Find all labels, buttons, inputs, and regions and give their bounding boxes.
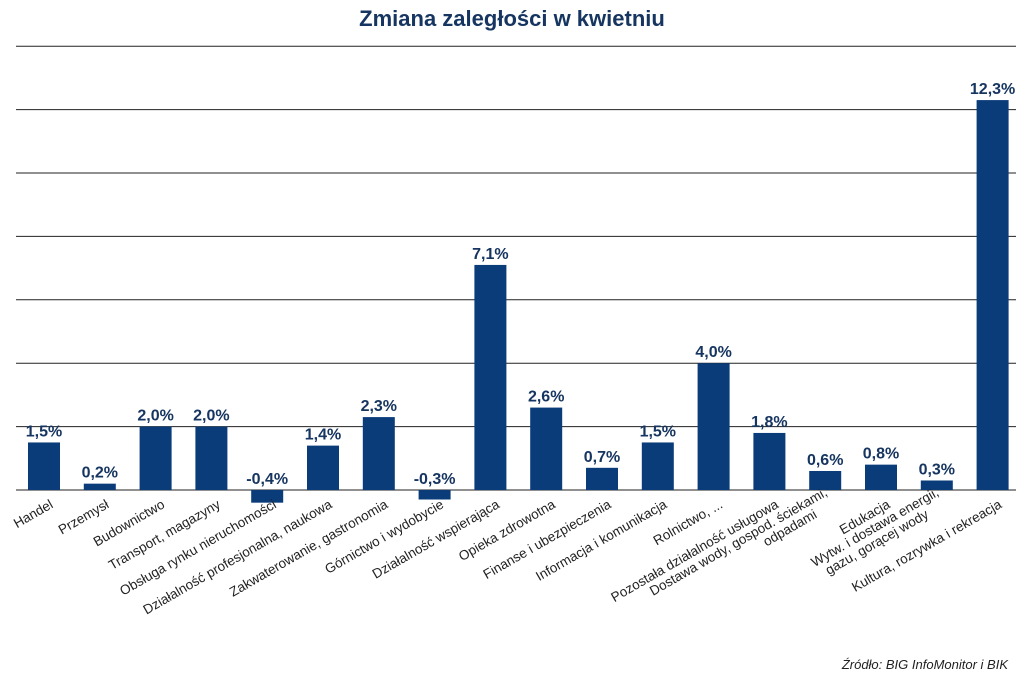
- bar: [251, 490, 284, 503]
- bar: [530, 407, 563, 490]
- data-label: 1,5%: [640, 423, 676, 440]
- data-label: 4,0%: [695, 344, 731, 361]
- bars: [28, 100, 1009, 503]
- data-label: -0,4%: [246, 471, 288, 488]
- bar: [753, 432, 786, 490]
- data-label: -0,3%: [414, 471, 456, 488]
- bar: [809, 470, 842, 490]
- data-label: 1,5%: [26, 423, 62, 440]
- bar: [307, 445, 339, 490]
- data-label: 0,7%: [584, 449, 620, 466]
- data-label: 1,4%: [305, 427, 341, 444]
- data-label: 12,3%: [970, 81, 1015, 98]
- bar: [865, 464, 897, 490]
- data-label: 2,0%: [193, 408, 229, 425]
- bar: [418, 490, 451, 500]
- bar: [474, 264, 507, 490]
- bar: [976, 100, 1009, 490]
- data-label: 2,0%: [137, 408, 173, 425]
- bar: [641, 442, 674, 490]
- gridlines: [16, 45, 1016, 491]
- data-label: 0,8%: [863, 446, 899, 463]
- data-label: 7,1%: [472, 246, 508, 263]
- bar: [139, 426, 172, 490]
- bar: [920, 480, 953, 490]
- data-label: 2,3%: [361, 398, 397, 415]
- bar: [83, 483, 116, 490]
- bar: [697, 363, 730, 490]
- bar: [195, 426, 228, 490]
- data-label: 0,2%: [82, 465, 118, 482]
- chart-title: Zmiana zaległości w kwietniu: [359, 6, 665, 31]
- data-labels: 1,5% 0,2% 2,0% 2,0% -0,4% 1,4% 2,3% -0,3% 7,1% 2,…: [26, 81, 1016, 488]
- data-label: 1,8%: [751, 414, 787, 431]
- category-label: Handel: [11, 497, 56, 531]
- bar: [28, 442, 60, 490]
- bar: [362, 417, 395, 490]
- source-note: Źródło: BIG InfoMonitor i BIK: [841, 657, 1008, 672]
- category-label: Dostawa wody, gospod. ściekami,odpadami: [647, 484, 837, 610]
- data-label: 2,6%: [528, 389, 564, 406]
- data-label: 0,3%: [919, 461, 955, 478]
- bar: [586, 467, 618, 490]
- data-label: 0,6%: [807, 452, 843, 469]
